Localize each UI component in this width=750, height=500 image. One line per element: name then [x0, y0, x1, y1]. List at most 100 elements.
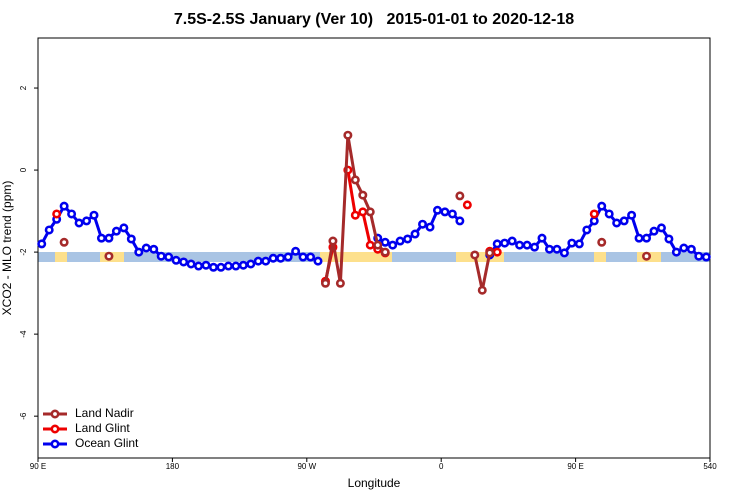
- point: [119, 223, 129, 233]
- point: [500, 238, 510, 248]
- x-tick-label: 0: [439, 462, 444, 471]
- point: [231, 261, 241, 271]
- series: [59, 130, 652, 295]
- point: [216, 262, 226, 272]
- plot-frame: [37, 37, 711, 459]
- point: [59, 201, 69, 211]
- point: [432, 205, 442, 215]
- point: [283, 252, 293, 262]
- point: [627, 210, 637, 220]
- point: [306, 252, 316, 262]
- point: [365, 240, 375, 250]
- point: [597, 237, 607, 247]
- legend-label: Land Nadir: [75, 406, 134, 420]
- point: [619, 216, 629, 226]
- y-tick-label: -4: [19, 330, 28, 338]
- point: [67, 209, 77, 219]
- point: [335, 278, 345, 288]
- y-tick-label: -6: [19, 412, 28, 420]
- y-tick-label: 0: [19, 167, 28, 172]
- point: [477, 285, 487, 295]
- point: [111, 226, 121, 236]
- point: [358, 207, 368, 217]
- point: [246, 259, 256, 269]
- point: [664, 234, 674, 244]
- point: [642, 233, 652, 243]
- y-tick-label: -2: [19, 248, 28, 256]
- point: [358, 190, 368, 200]
- point: [156, 251, 166, 261]
- point: [141, 243, 151, 253]
- point: [126, 234, 136, 244]
- point: [642, 251, 652, 261]
- y-tick-label: 2: [19, 85, 28, 90]
- point: [253, 256, 263, 266]
- legend-label: Ocean Glint: [75, 436, 139, 450]
- point: [462, 200, 472, 210]
- point: [59, 237, 69, 247]
- legend-marker: [50, 439, 60, 449]
- point: [201, 260, 211, 270]
- point: [179, 257, 189, 267]
- point: [89, 210, 99, 220]
- point: [701, 252, 711, 262]
- point: [313, 256, 323, 266]
- point: [350, 175, 360, 185]
- series: [52, 167, 599, 285]
- point: [74, 218, 84, 228]
- point: [223, 261, 233, 271]
- series-line: [325, 170, 594, 281]
- point: [656, 223, 666, 233]
- chart-title: 7.5S-2.5S January (Ver 10) 2015-01-01 to…: [174, 11, 574, 28]
- point: [380, 237, 390, 247]
- point: [82, 216, 92, 226]
- point: [544, 244, 554, 254]
- point: [686, 244, 696, 254]
- point: [671, 247, 681, 257]
- point: [597, 201, 607, 211]
- x-tick-label: 90 E: [567, 462, 583, 471]
- point: [104, 251, 114, 261]
- point: [694, 251, 704, 261]
- point: [52, 209, 62, 219]
- point: [395, 236, 405, 246]
- legend-marker: [50, 409, 60, 419]
- point: [470, 250, 480, 260]
- point: [194, 261, 204, 271]
- point: [96, 233, 106, 243]
- point: [679, 243, 689, 253]
- series: [37, 201, 711, 272]
- point: [537, 233, 547, 243]
- point: [276, 253, 286, 263]
- point: [328, 236, 338, 246]
- point: [589, 216, 599, 226]
- point: [291, 246, 301, 256]
- point: [298, 252, 308, 262]
- point: [507, 236, 517, 246]
- x-tick-label: 540: [703, 462, 717, 471]
- point: [410, 229, 420, 239]
- point: [455, 191, 465, 201]
- point: [149, 244, 159, 254]
- point: [403, 234, 413, 244]
- x-tick-label: 180: [166, 462, 180, 471]
- point: [238, 260, 248, 270]
- point: [373, 240, 383, 250]
- point: [612, 218, 622, 228]
- point: [492, 247, 502, 257]
- point: [134, 247, 144, 257]
- point: [343, 130, 353, 140]
- point: [320, 278, 330, 288]
- point: [530, 242, 540, 252]
- point: [589, 209, 599, 219]
- point: [261, 256, 271, 266]
- x-tick-label: 90 W: [297, 462, 316, 471]
- point: [485, 248, 495, 258]
- point: [164, 252, 174, 262]
- point: [365, 207, 375, 217]
- point: [440, 207, 450, 217]
- point: [604, 209, 614, 219]
- legend-label: Land Glint: [75, 421, 130, 435]
